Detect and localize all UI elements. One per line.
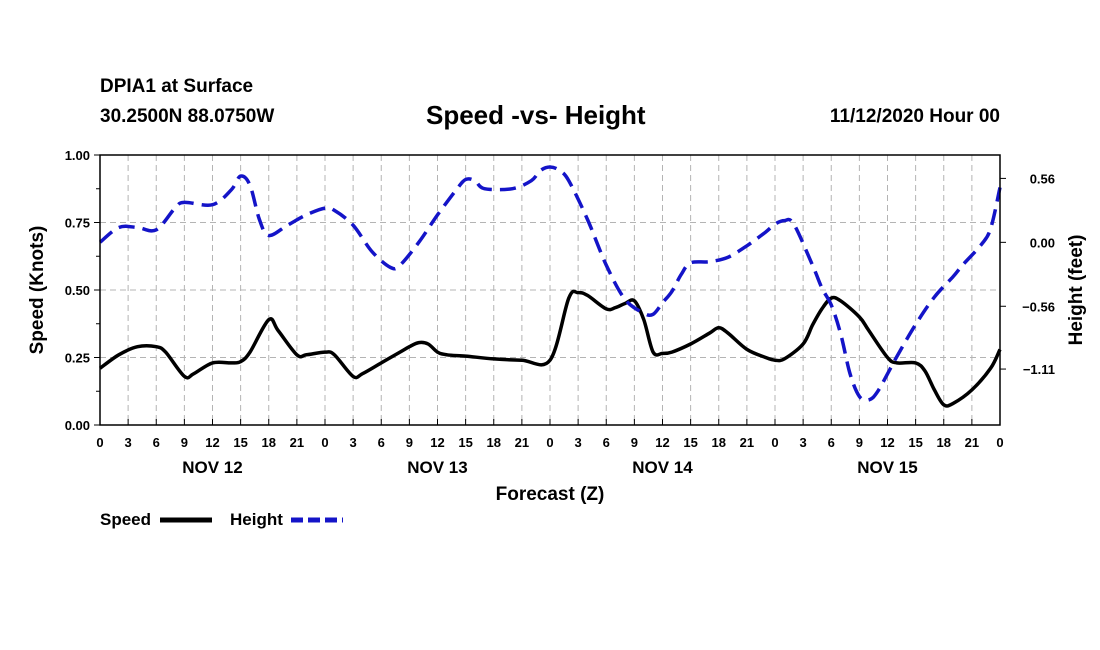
x-tick-label: 12 bbox=[655, 435, 669, 450]
series-layer bbox=[98, 165, 1002, 408]
y-tick-label: 0.75 bbox=[65, 216, 90, 231]
y2-tick-label: −0.56 bbox=[1022, 299, 1055, 314]
x-tick-label: 9 bbox=[181, 435, 188, 450]
x-tick-label: 18 bbox=[937, 435, 951, 450]
legend: Speed Height bbox=[100, 510, 343, 529]
x-axis-title: Forecast (Z) bbox=[496, 484, 605, 505]
x-tick-label: 0 bbox=[771, 435, 778, 450]
y2-tick-label: −1.11 bbox=[1023, 362, 1055, 377]
x-tick-label: 9 bbox=[406, 435, 413, 450]
x-tick-label: 15 bbox=[233, 435, 247, 450]
x-tick-label: 12 bbox=[205, 435, 219, 450]
y-tick-label: 0.25 bbox=[65, 351, 90, 366]
x-tick-label: 15 bbox=[908, 435, 922, 450]
y2-tick-label: 0.56 bbox=[1030, 171, 1055, 186]
legend-speed-label: Speed bbox=[100, 510, 151, 529]
x-tick-label: 6 bbox=[378, 435, 385, 450]
axis-ticks: 0 3 6 9 12 15 18 21 0 3 6 9 12 15 18 21 0 3 6 9 12 15 18 21 0 3 6 9… bbox=[65, 148, 1055, 477]
x-tick-label: 18 bbox=[712, 435, 726, 450]
x-tick-label: 0 bbox=[96, 435, 103, 450]
grid bbox=[100, 154, 1000, 426]
x-tick-label: 15 bbox=[683, 435, 697, 450]
y-axis-title: Speed (Knots) bbox=[27, 226, 48, 355]
speed-series-line bbox=[98, 289, 1002, 408]
x-tick-label: 6 bbox=[828, 435, 835, 450]
station-coordinates: 30.2500N 88.0750W bbox=[100, 106, 275, 127]
day-label: NOV 14 bbox=[632, 458, 693, 477]
x-tick-label: 9 bbox=[856, 435, 863, 450]
x-tick-label: 18 bbox=[262, 435, 276, 450]
chart-title: Speed -vs- Height bbox=[426, 100, 646, 130]
x-tick-label: 21 bbox=[965, 435, 979, 450]
x-tick-label: 21 bbox=[515, 435, 529, 450]
station-name: DPIA1 at Surface bbox=[100, 76, 254, 97]
x-tick-label: 0 bbox=[546, 435, 553, 450]
y2-axis-title: Height (feet) bbox=[1066, 235, 1087, 346]
x-tick-label: 12 bbox=[430, 435, 444, 450]
x-tick-label: 9 bbox=[631, 435, 638, 450]
x-tick-label: 15 bbox=[458, 435, 472, 450]
x-tick-label: 21 bbox=[290, 435, 304, 450]
day-label: NOV 13 bbox=[407, 458, 467, 477]
x-tick-label: 3 bbox=[350, 435, 357, 450]
height-series-line bbox=[98, 165, 1002, 403]
x-tick-label: 0 bbox=[321, 435, 328, 450]
y-tick-label: 1.00 bbox=[65, 148, 90, 163]
x-tick-label: 21 bbox=[740, 435, 754, 450]
x-tick-label: 3 bbox=[575, 435, 582, 450]
legend-height-label: Height bbox=[230, 510, 283, 529]
x-tick-label: 3 bbox=[800, 435, 807, 450]
x-tick-label: 3 bbox=[125, 435, 132, 450]
x-tick-label: 6 bbox=[153, 435, 160, 450]
x-tick-label: 18 bbox=[487, 435, 501, 450]
y2-tick-label: 0.00 bbox=[1030, 235, 1055, 250]
day-label: NOV 15 bbox=[857, 458, 917, 477]
x-tick-label: 0 bbox=[996, 435, 1003, 450]
y-tick-label: 0.50 bbox=[65, 283, 90, 298]
y-tick-label: 0.00 bbox=[65, 418, 90, 433]
x-tick-label: 6 bbox=[603, 435, 610, 450]
day-label: NOV 12 bbox=[182, 458, 242, 477]
forecast-datetime: 11/12/2020 Hour 00 bbox=[829, 106, 1000, 127]
x-tick-label: 12 bbox=[880, 435, 894, 450]
